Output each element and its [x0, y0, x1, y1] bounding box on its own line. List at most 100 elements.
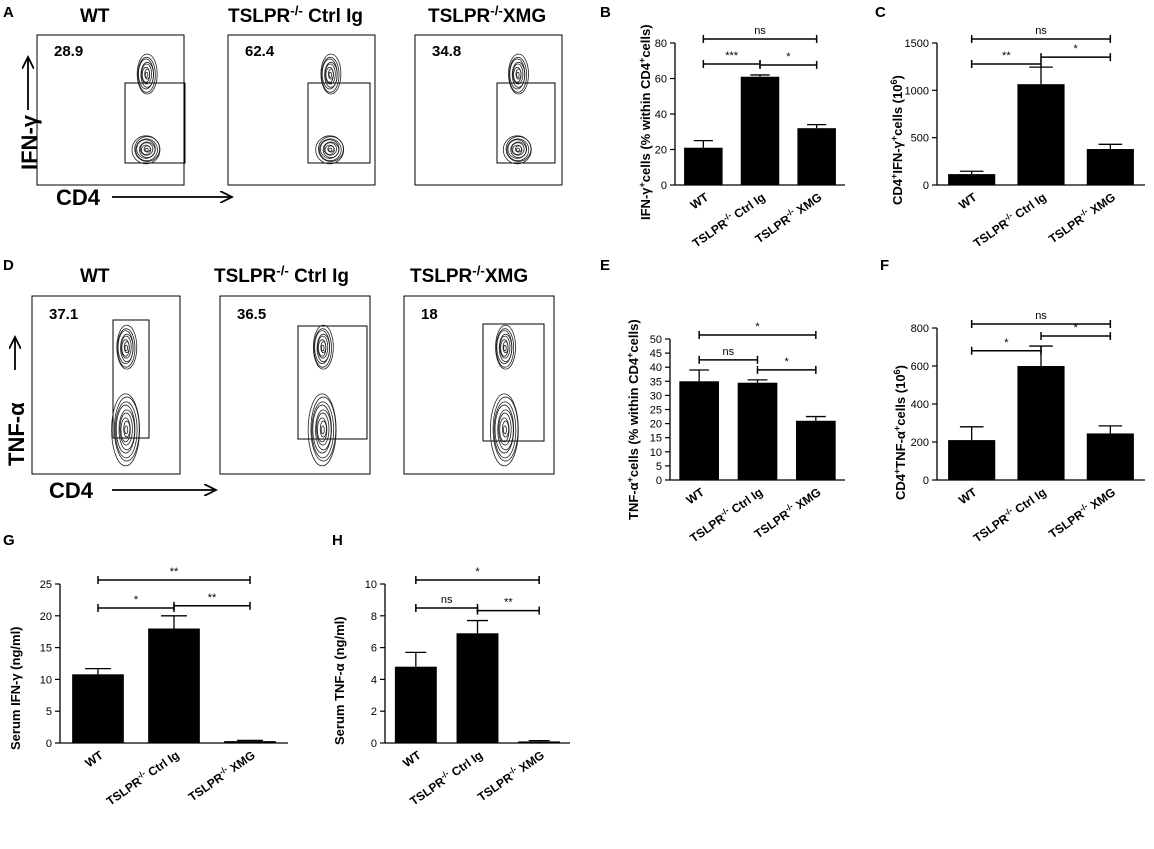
y-tick-label: 15 — [40, 643, 52, 655]
gate-percentage: 34.8 — [432, 43, 461, 60]
contour-negative — [120, 417, 131, 443]
bar — [679, 381, 719, 480]
y-axis-label: CD4+IFN-γ+cells (106) — [889, 75, 905, 205]
flow-y-label: IFN-γ — [17, 114, 42, 170]
bar — [797, 128, 836, 185]
bar — [518, 741, 561, 743]
significance-label: * — [475, 566, 480, 578]
flow-plot-title: WT — [80, 6, 110, 27]
contour-positive — [503, 344, 507, 352]
gate-box — [124, 82, 186, 164]
contour-negative — [492, 396, 519, 462]
bar — [224, 741, 276, 743]
bar — [1086, 149, 1134, 185]
gate-percentage: 36.5 — [237, 306, 266, 323]
bar — [1017, 84, 1065, 185]
y-tick-label: 20 — [650, 419, 662, 431]
y-tick-label: 25 — [650, 405, 662, 417]
contour-negative — [320, 425, 325, 435]
gate-box — [297, 325, 368, 440]
category-label: WT — [82, 748, 106, 771]
contour-negative — [135, 138, 158, 162]
significance-label: * — [134, 594, 139, 606]
contour-negative — [499, 417, 510, 443]
flow-plot-title: WT — [80, 266, 110, 287]
bar — [1086, 433, 1134, 480]
flow-plot-frame — [36, 34, 185, 186]
contour-positive — [141, 63, 153, 85]
gate-percentage: 28.9 — [54, 43, 83, 60]
contour-positive — [137, 56, 156, 93]
bar — [148, 628, 200, 743]
y-tick-label: 60 — [655, 74, 667, 86]
y-tick-label: 20 — [655, 145, 667, 157]
panel-label-f: F — [880, 257, 889, 274]
contour-negative — [494, 404, 515, 454]
gate-percentage: 18 — [421, 306, 438, 323]
y-tick-label: 500 — [911, 133, 929, 145]
contour-positive — [317, 335, 329, 359]
contour-negative — [515, 147, 520, 152]
gate-box — [307, 82, 371, 164]
category-label: WT — [688, 190, 712, 213]
significance-label: * — [785, 356, 790, 368]
significance-label: ** — [1002, 50, 1011, 62]
y-tick-label: 10 — [40, 674, 52, 686]
bar — [948, 440, 996, 480]
contour-positive — [116, 324, 138, 370]
flow-plot-frame — [227, 34, 376, 186]
contour-positive — [136, 53, 158, 95]
significance-label: ns — [1035, 310, 1047, 322]
contour-positive — [321, 344, 325, 352]
category-label: TSLPR-/- XMG — [1045, 483, 1118, 541]
significance-label: * — [786, 51, 791, 63]
contour-negative — [502, 425, 507, 435]
y-tick-label: 600 — [911, 361, 929, 373]
contour-negative — [140, 144, 152, 155]
y-tick-label: 40 — [650, 362, 662, 374]
contour-negative — [114, 401, 138, 459]
contour-negative — [315, 135, 345, 165]
contour-negative — [506, 138, 530, 162]
flow-ifn-row: WT 28.9 TSLPR-/- Ctrl Ig 62.4 TSLPR-/-XMG 34.… — [17, 3, 563, 210]
significance-label: ns — [723, 346, 735, 358]
panel-label-d: D — [3, 257, 14, 274]
contour-negative — [115, 404, 136, 454]
contour-negative — [319, 138, 342, 162]
flow-plot-frame — [403, 295, 555, 475]
contour-negative — [119, 412, 133, 446]
contour-positive — [321, 58, 338, 90]
y-tick-label: 1000 — [905, 85, 929, 97]
y-tick-label: 0 — [923, 180, 929, 192]
contour-negative — [139, 142, 154, 156]
contour-negative — [489, 393, 519, 467]
category-label: WT — [956, 190, 980, 213]
contour-positive — [328, 71, 332, 78]
gate-percentage: 62.4 — [245, 43, 275, 60]
category-label: TSLPR-/- XMG — [185, 746, 258, 804]
contour-positive — [516, 71, 520, 78]
contour-negative — [319, 139, 340, 159]
contour-negative — [113, 396, 140, 462]
contour-positive — [320, 53, 342, 95]
y-tick-label: 200 — [911, 437, 929, 449]
contour-positive — [508, 53, 529, 95]
chart-e: 0 5 10 15 20 25 30 35 40 45 50 TNF-α+cells (% withi… — [625, 319, 845, 545]
flow-plot-title: TSLPR-/-XMG — [410, 263, 528, 288]
contour-positive — [138, 58, 154, 90]
contour-positive — [512, 63, 524, 85]
contour-negative — [131, 135, 161, 165]
significance-label: * — [1004, 337, 1009, 349]
category-label: WT — [684, 485, 708, 508]
contour-negative — [310, 396, 337, 462]
contour-negative — [312, 404, 332, 454]
flow-x-label: CD4 — [49, 478, 94, 503]
flow-tnf-row: WT 37.1 TSLPR-/- Ctrl Ig 36.5 TSLPR-/-XMG 18 T… — [4, 263, 555, 503]
y-axis-label: IFN-γ+cells (% within CD4+cells) — [637, 24, 653, 220]
y-tick-label: 45 — [650, 348, 662, 360]
contour-positive — [317, 339, 327, 357]
y-tick-label: 15 — [650, 433, 662, 445]
